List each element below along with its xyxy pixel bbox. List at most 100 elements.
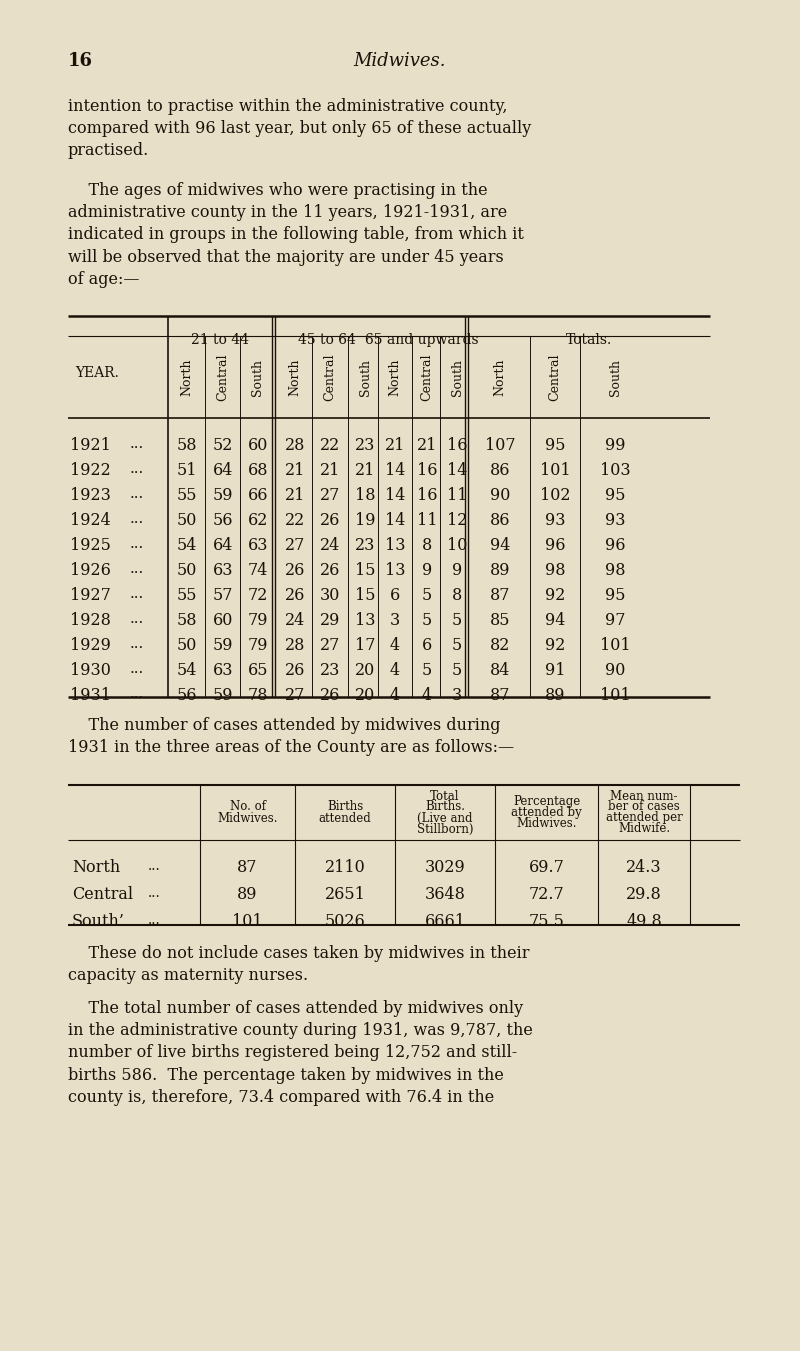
Text: 45 to 64: 45 to 64 (298, 332, 355, 347)
Text: 66: 66 (248, 486, 268, 504)
Text: North: North (181, 358, 194, 396)
Text: 50: 50 (177, 638, 197, 654)
Text: 68: 68 (248, 462, 268, 480)
Text: 21: 21 (417, 436, 437, 454)
Text: 21: 21 (355, 462, 375, 480)
Text: 13: 13 (385, 536, 406, 554)
Text: 101: 101 (600, 638, 630, 654)
Text: 19: 19 (354, 512, 375, 530)
Text: 12: 12 (447, 512, 467, 530)
Text: 5: 5 (452, 612, 462, 630)
Text: 51: 51 (177, 462, 198, 480)
Text: 6: 6 (422, 638, 432, 654)
Text: 8: 8 (422, 536, 432, 554)
Text: 1931: 1931 (70, 688, 111, 704)
Text: 21: 21 (285, 486, 305, 504)
Text: 5: 5 (422, 662, 432, 680)
Text: 85: 85 (490, 612, 510, 630)
Text: South: South (358, 358, 371, 396)
Text: 5: 5 (422, 586, 432, 604)
Text: ber of cases: ber of cases (608, 801, 680, 813)
Text: 86: 86 (490, 512, 510, 530)
Text: 21 to 44: 21 to 44 (191, 332, 249, 347)
Text: 60: 60 (248, 436, 268, 454)
Text: 1926: 1926 (70, 562, 111, 580)
Text: 1921: 1921 (70, 436, 111, 454)
Text: Central: Central (217, 353, 230, 401)
Text: 4: 4 (390, 638, 400, 654)
Text: 3: 3 (390, 612, 400, 630)
Text: 78: 78 (248, 688, 268, 704)
Text: 101: 101 (600, 688, 630, 704)
Text: 94: 94 (545, 612, 565, 630)
Text: South: South (450, 358, 463, 396)
Text: 1925: 1925 (70, 536, 111, 554)
Text: 72.7: 72.7 (529, 886, 564, 902)
Text: North: North (389, 358, 402, 396)
Text: YEAR.: YEAR. (75, 366, 119, 380)
Text: Percentage: Percentage (513, 794, 580, 808)
Text: 1929: 1929 (70, 638, 111, 654)
Text: ...: ... (148, 859, 161, 873)
Text: 50: 50 (177, 512, 197, 530)
Text: 58: 58 (177, 436, 198, 454)
Text: ...: ... (130, 512, 144, 526)
Text: 103: 103 (600, 462, 630, 480)
Text: South: South (609, 358, 622, 396)
Text: Central: Central (323, 353, 337, 401)
Text: South’: South’ (72, 913, 125, 929)
Text: 52: 52 (213, 436, 233, 454)
Text: 99: 99 (605, 436, 626, 454)
Text: No. of: No. of (230, 801, 266, 813)
Text: 17: 17 (354, 638, 375, 654)
Text: 82: 82 (490, 638, 510, 654)
Text: ...: ... (130, 562, 144, 576)
Text: 15: 15 (354, 562, 375, 580)
Text: 89: 89 (238, 886, 258, 902)
Text: 89: 89 (545, 688, 566, 704)
Text: 16: 16 (68, 51, 93, 70)
Text: 2110: 2110 (325, 859, 366, 875)
Text: (Live and: (Live and (418, 812, 473, 824)
Text: 90: 90 (605, 662, 625, 680)
Text: 24: 24 (285, 612, 305, 630)
Text: 75.5: 75.5 (529, 913, 565, 929)
Text: Total: Total (430, 789, 460, 802)
Text: ...: ... (130, 436, 144, 451)
Text: 55: 55 (177, 586, 198, 604)
Text: 27: 27 (285, 688, 305, 704)
Text: 97: 97 (605, 612, 626, 630)
Text: 102: 102 (540, 486, 570, 504)
Text: 6: 6 (390, 586, 400, 604)
Text: 27: 27 (320, 638, 340, 654)
Text: 14: 14 (385, 512, 405, 530)
Text: 59: 59 (213, 486, 234, 504)
Text: Totals.: Totals. (566, 332, 612, 347)
Text: 89: 89 (490, 562, 510, 580)
Text: 1924: 1924 (70, 512, 110, 530)
Text: North: North (289, 358, 302, 396)
Text: ...: ... (130, 638, 144, 651)
Text: 87: 87 (490, 688, 510, 704)
Text: 95: 95 (545, 436, 566, 454)
Text: 24.3: 24.3 (626, 859, 662, 875)
Text: 26: 26 (285, 562, 305, 580)
Text: 14: 14 (447, 462, 467, 480)
Text: 14: 14 (385, 486, 405, 504)
Text: 9: 9 (452, 562, 462, 580)
Text: Births.: Births. (425, 801, 465, 813)
Text: 27: 27 (285, 536, 305, 554)
Text: 16: 16 (417, 486, 438, 504)
Text: 28: 28 (285, 436, 305, 454)
Text: 96: 96 (605, 536, 626, 554)
Text: 95: 95 (605, 486, 626, 504)
Text: North: North (494, 358, 506, 396)
Text: 93: 93 (545, 512, 566, 530)
Text: 10: 10 (447, 536, 467, 554)
Text: 26: 26 (320, 512, 340, 530)
Text: 26: 26 (320, 562, 340, 580)
Text: ...: ... (130, 586, 144, 601)
Text: 24: 24 (320, 536, 340, 554)
Text: 63: 63 (213, 662, 234, 680)
Text: The total number of cases attended by midwives only
in the administrative county: The total number of cases attended by mi… (68, 1000, 533, 1106)
